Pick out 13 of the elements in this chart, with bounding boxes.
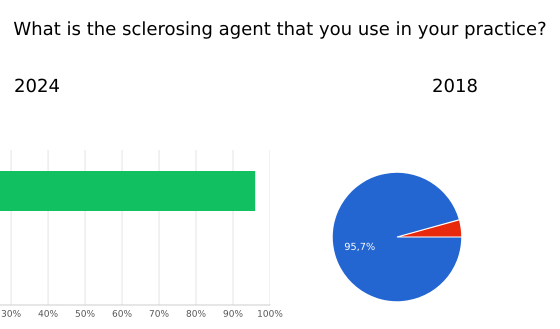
x-tick-label: 40% <box>38 310 58 317</box>
data-label: 95,7% <box>344 242 375 252</box>
x-tick-label: 60% <box>112 310 132 317</box>
x-tick-label: 80% <box>186 310 206 317</box>
x-tick-label: 100% <box>258 310 282 317</box>
chart-title: 2018 <box>433 78 477 92</box>
chart-subtitle: 2024 <box>15 78 59 92</box>
x-tick-label: 90% <box>224 310 243 317</box>
x-tick-label: 50% <box>76 310 95 317</box>
x-tick-label: 70% <box>150 310 169 317</box>
pie-slice <box>332 172 462 302</box>
chart-title: What is the sclerosing agent that you use in your practice? <box>14 21 546 39</box>
x-tick-label: 30% <box>2 310 21 317</box>
